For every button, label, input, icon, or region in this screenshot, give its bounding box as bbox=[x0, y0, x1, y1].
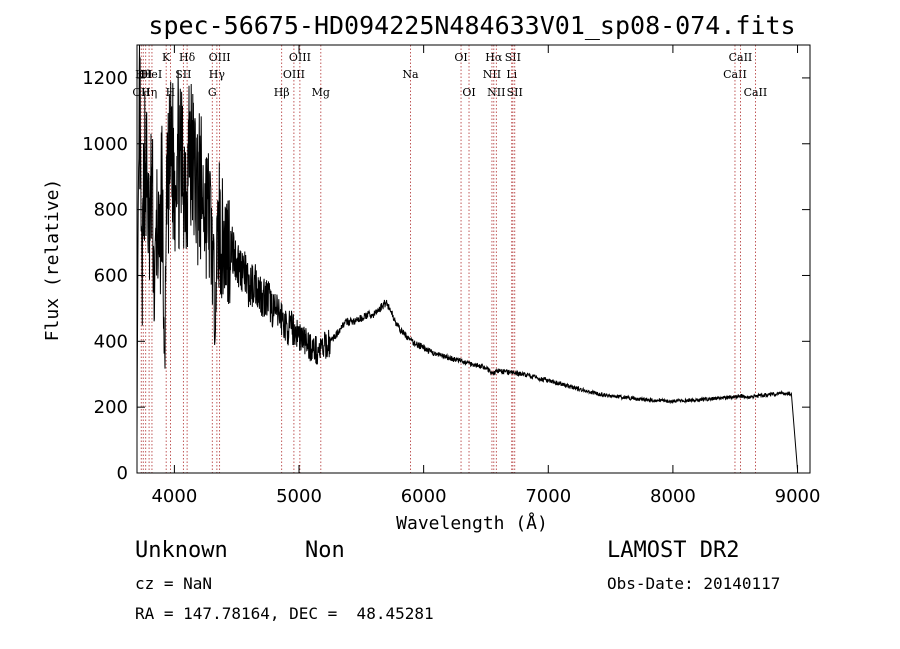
spectral-line-label: Hγ bbox=[209, 68, 226, 81]
spectral-line-label: CaII bbox=[744, 86, 768, 99]
object-class: Unknown bbox=[135, 538, 228, 563]
spectral-line-label: CaII bbox=[723, 68, 747, 81]
spectral-line-label: Hη bbox=[141, 86, 157, 99]
x-tick-label: 9000 bbox=[775, 486, 821, 507]
spectral-line-label: HeI bbox=[142, 68, 162, 81]
y-tick-label: 800 bbox=[94, 200, 128, 221]
spectrum-chart: spec-56675-HD094225N484633V01_sp08-074.f… bbox=[42, 11, 820, 534]
redshift-cz: cz = NaN bbox=[135, 574, 213, 593]
spectral-line-label: SII bbox=[507, 86, 523, 99]
spectral-line-label: K bbox=[162, 51, 171, 64]
axis-ticks: 4000 5000 6000 7000 8000 9000 0 200 400 600 800 100… bbox=[82, 45, 820, 507]
y-tick-label: 600 bbox=[94, 265, 128, 286]
spectral-line-label: NII bbox=[487, 86, 505, 99]
survey-name: LAMOST DR2 bbox=[607, 538, 740, 563]
coordinates: RA = 147.78164, DEC = 48.45281 bbox=[135, 604, 434, 623]
x-tick-label: 8000 bbox=[650, 486, 696, 507]
y-tick-label: 0 bbox=[117, 463, 128, 484]
x-tick-label: 6000 bbox=[401, 486, 447, 507]
spectral-line-label: OI bbox=[462, 86, 475, 99]
y-tick-label: 1200 bbox=[82, 68, 128, 89]
spectral-line-label: OIII bbox=[283, 68, 305, 81]
y-tick-label: 200 bbox=[94, 397, 128, 418]
spectral-line-label: Hα bbox=[485, 51, 503, 64]
spectral-line-label: CaII bbox=[729, 51, 753, 64]
spectral-line-label: OIII bbox=[289, 51, 311, 64]
spectral-line-label: SII bbox=[505, 51, 521, 64]
y-axis-label: Flux (relative) bbox=[42, 179, 63, 342]
spectral-line-label: OIII bbox=[209, 51, 231, 64]
observation-date: Obs-Date: 20140117 bbox=[607, 574, 781, 593]
x-tick-label: 4000 bbox=[151, 486, 197, 507]
spectrum-series-line bbox=[136, 44, 798, 470]
spectral-line-label: NII bbox=[483, 68, 501, 81]
plot-frame bbox=[136, 44, 811, 474]
spectral-line-label: Li bbox=[506, 68, 517, 81]
x-axis-label: Wavelength (Å) bbox=[396, 512, 548, 534]
x-tick-label: 5000 bbox=[276, 486, 322, 507]
x-tick-label: 7000 bbox=[525, 486, 571, 507]
y-tick-label: 1000 bbox=[82, 134, 128, 155]
y-tick-label: 400 bbox=[94, 331, 128, 352]
chart-title: spec-56675-HD094225N484633V01_sp08-074.f… bbox=[148, 11, 795, 40]
spectral-line-label: Hβ bbox=[274, 86, 290, 99]
spectral-line-label: G bbox=[208, 86, 217, 99]
spectral-line-label: Mg bbox=[312, 86, 330, 99]
spectral-line-label: Hδ bbox=[179, 51, 196, 64]
spectral-line-label: Na bbox=[402, 68, 419, 81]
spectral-line-label: OI bbox=[454, 51, 467, 64]
object-subclass: Non bbox=[305, 538, 345, 563]
